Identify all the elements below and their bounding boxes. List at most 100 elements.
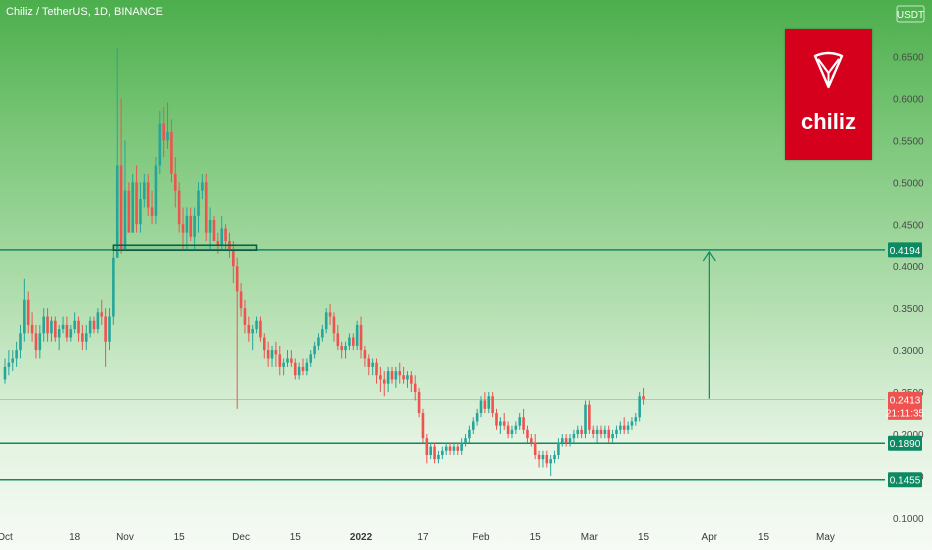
candle-body	[444, 446, 448, 451]
candle-body	[622, 425, 626, 430]
candle-body	[510, 429, 514, 434]
candle-body	[413, 383, 417, 393]
candle-body	[259, 320, 262, 338]
y-tick-label: 0.4000	[893, 262, 924, 273]
candle-body	[266, 350, 270, 359]
candle-body	[104, 316, 107, 342]
candle-body	[154, 165, 158, 216]
candle	[495, 408, 498, 430]
candle-body	[324, 312, 328, 330]
candle-body	[262, 337, 266, 351]
x-tick-label: 17	[417, 532, 429, 543]
candle	[170, 119, 173, 183]
candle-body	[173, 173, 177, 191]
candle	[619, 421, 622, 434]
candle-body	[42, 316, 45, 334]
candle-body	[599, 429, 603, 434]
y-tick-label: 0.2000	[893, 430, 924, 441]
candle-body	[456, 446, 460, 451]
currency-badge[interactable]: USDT	[896, 5, 925, 23]
candle-body	[30, 324, 34, 334]
candle-body	[433, 446, 436, 460]
candle	[514, 421, 518, 434]
candle	[564, 434, 568, 447]
candle	[456, 442, 460, 455]
y-tick-label: 0.6000	[893, 94, 924, 105]
candle-body	[34, 333, 38, 351]
candle-body	[514, 425, 518, 430]
candle	[537, 450, 541, 468]
current-price-tag-bg	[888, 391, 922, 420]
x-tick-label: Dec	[232, 532, 250, 543]
candle-body	[204, 182, 208, 233]
candle-body	[7, 362, 11, 367]
candle	[402, 366, 405, 384]
candle-body	[626, 425, 630, 430]
candle-body	[290, 358, 293, 363]
candle-body	[429, 446, 432, 455]
candle-body	[479, 400, 483, 414]
y-tick-label: 0.3500	[893, 304, 924, 315]
candle	[530, 434, 533, 447]
candle	[185, 207, 189, 250]
candle-body	[185, 215, 189, 233]
candle-body	[502, 421, 506, 426]
candle-body	[19, 333, 22, 351]
candle-body	[77, 320, 80, 334]
candle	[23, 278, 26, 342]
candle-body	[317, 337, 320, 346]
candle	[437, 450, 440, 464]
candle-body	[518, 417, 522, 426]
candle-body	[162, 123, 165, 141]
chiliz-logo: chiliz	[785, 29, 872, 160]
x-tick-label: 15	[174, 532, 186, 543]
candle-body	[328, 312, 332, 317]
candle	[309, 350, 313, 367]
candle-body	[65, 324, 69, 338]
level-tag-1-bg	[888, 435, 922, 451]
chiliz-emblem-icon	[813, 51, 844, 89]
candle-body	[460, 442, 463, 451]
candle	[591, 425, 595, 439]
candle	[572, 429, 576, 443]
candle	[441, 446, 444, 460]
candle	[197, 182, 200, 233]
candle-body	[584, 404, 587, 434]
candle-body	[371, 362, 374, 367]
candle-body	[232, 249, 235, 267]
candle	[444, 442, 448, 455]
candle-body	[150, 207, 154, 216]
candle-body	[15, 350, 18, 359]
candle-body	[23, 299, 26, 334]
candle	[104, 308, 107, 367]
candle	[290, 350, 293, 367]
candle	[622, 417, 626, 434]
x-tick-label: 15	[758, 532, 770, 543]
candle	[348, 333, 351, 351]
candle	[293, 358, 297, 380]
candle-body	[541, 454, 545, 460]
candle	[201, 173, 204, 200]
candle	[193, 207, 196, 250]
candle-body	[568, 438, 572, 443]
candle	[406, 371, 409, 388]
candle	[282, 358, 285, 376]
candle	[212, 215, 216, 242]
candle-body	[224, 228, 227, 242]
candle-body	[526, 429, 529, 439]
candle-body	[363, 350, 367, 359]
candle	[595, 425, 599, 443]
candle-body	[220, 228, 224, 246]
candle	[425, 434, 429, 464]
candle-body	[212, 220, 216, 242]
candle	[553, 450, 556, 464]
candle	[50, 316, 53, 342]
candle-body	[572, 434, 576, 439]
candle-body	[390, 371, 394, 380]
candle-body	[88, 320, 92, 334]
candle-body	[398, 371, 402, 376]
candle-body	[386, 371, 390, 384]
candle	[146, 173, 150, 216]
candle-body	[286, 358, 289, 363]
tags-layer: 0.4194 0.1890 0.1455 0.2413 21:11:35	[886, 242, 925, 488]
